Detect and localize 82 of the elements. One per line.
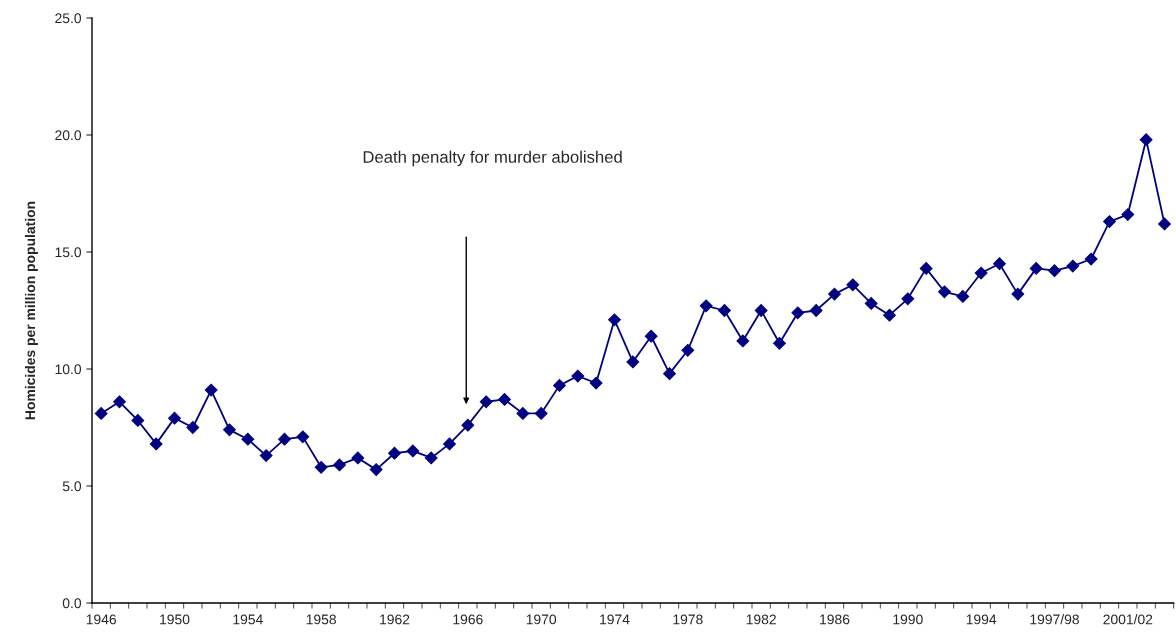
point — [223, 423, 236, 437]
point — [681, 343, 695, 357]
point — [424, 451, 438, 465]
point — [498, 393, 511, 406]
point — [718, 304, 731, 317]
y-tick-label: 5.0 — [62, 481, 82, 492]
point — [644, 329, 658, 343]
point — [94, 407, 108, 420]
point — [149, 437, 163, 451]
x-tick-label: 1994 — [966, 614, 997, 625]
x-tick-label: 1997/98 — [1030, 614, 1079, 625]
x-tick-label: 1958 — [306, 614, 337, 625]
y-tick-label: 10.0 — [55, 364, 82, 375]
x-tick-label: 1966 — [453, 614, 483, 625]
point — [259, 449, 273, 462]
x-tick-label: 2001/02 — [1103, 614, 1153, 625]
point — [974, 266, 988, 280]
point — [1066, 259, 1080, 273]
point — [589, 376, 603, 390]
y-tick-label: 25.0 — [55, 13, 82, 24]
y-tick-label: 15.0 — [55, 247, 82, 258]
y-tick-label: 0.0 — [62, 598, 82, 609]
point — [204, 383, 218, 397]
point — [828, 287, 841, 301]
point — [168, 411, 181, 425]
point — [919, 261, 933, 275]
x-tick-label: 1946 — [86, 614, 117, 625]
point — [351, 451, 365, 465]
point — [901, 292, 915, 306]
point — [571, 369, 585, 383]
point — [241, 432, 255, 446]
y-axis-title: Homicides per million population — [24, 201, 38, 420]
point — [1011, 287, 1025, 301]
point — [754, 304, 768, 317]
point — [406, 444, 420, 458]
point — [773, 336, 786, 350]
point — [369, 463, 383, 477]
point — [314, 460, 328, 474]
x-tick-label: 1986 — [820, 614, 850, 625]
point — [131, 414, 145, 427]
point — [333, 458, 346, 472]
point — [663, 367, 676, 381]
x-tick-label: 1982 — [746, 614, 776, 625]
point — [113, 395, 126, 409]
point — [461, 418, 475, 432]
point — [846, 278, 860, 292]
point — [1048, 264, 1061, 278]
x-tick-label: 1974 — [600, 614, 630, 625]
point — [296, 430, 310, 444]
x-tick-label: 1950 — [160, 614, 190, 625]
point — [1084, 252, 1098, 266]
point — [993, 257, 1006, 271]
point — [956, 290, 970, 303]
point — [791, 306, 805, 320]
point — [278, 432, 291, 446]
point — [553, 378, 566, 392]
point — [186, 421, 200, 434]
point — [883, 308, 896, 322]
x-tick-label: 1970 — [526, 614, 557, 625]
x-tick-label: 1990 — [893, 614, 923, 625]
point — [1029, 261, 1043, 275]
point — [1139, 133, 1153, 147]
point — [479, 395, 493, 409]
point — [736, 334, 750, 348]
point — [608, 313, 621, 327]
point — [699, 299, 713, 313]
x-tick-label: 1962 — [380, 614, 410, 625]
point — [809, 304, 823, 317]
point — [864, 297, 878, 310]
point — [626, 355, 640, 369]
y-tick-label: 20.0 — [55, 130, 82, 141]
point — [534, 407, 548, 420]
point — [1121, 208, 1135, 221]
point — [1158, 217, 1171, 231]
annotation: Death penalty for murder abolished — [363, 150, 622, 167]
point — [1103, 215, 1116, 228]
point — [443, 437, 456, 451]
x-tick-label: 1954 — [233, 614, 263, 625]
x-tick-label: 1978 — [673, 614, 703, 625]
point — [388, 446, 401, 460]
point — [938, 285, 951, 299]
point — [516, 407, 530, 420]
